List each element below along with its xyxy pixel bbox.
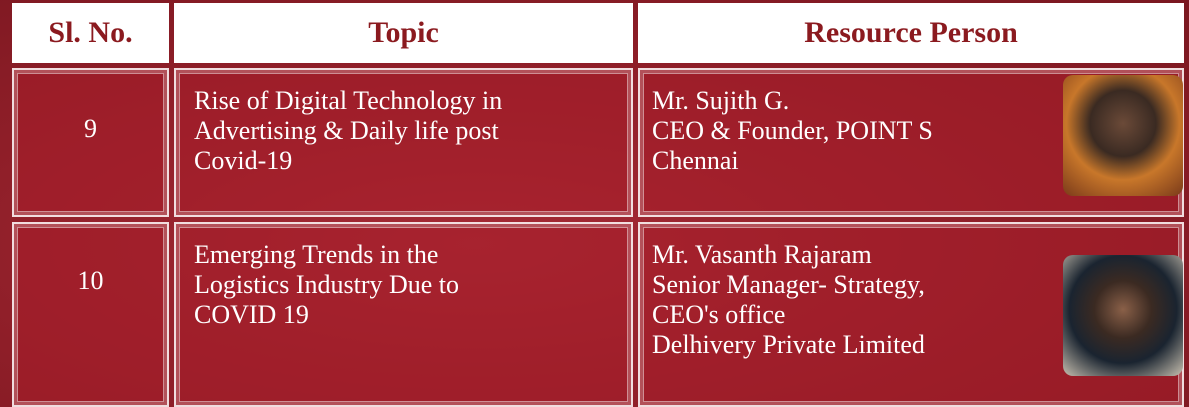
topic-line: Rise of Digital Technology in [194,86,503,115]
topic-line: Emerging Trends in the [194,240,439,269]
person-line: Delhivery Private Limited [652,330,925,359]
topic-cell: Emerging Trends in the Logistics Industry… [174,222,633,407]
topic-line: Advertising & Daily life post [194,116,499,145]
number: 9 [84,114,97,143]
person-line: Mr. Sujith G. [652,86,790,115]
header-cell: Topic [174,3,633,63]
topic-cell: Rise of Digital Technology in Advertising… [174,68,633,217]
topic-line: Logistics Industry Due to [194,270,460,299]
person-line: Senior Manager- Strategy, [652,270,925,299]
person-photo [1063,255,1183,376]
person-line: Mr. Vasanth Rajaram [652,240,872,269]
header-cell: Sl. No. [12,3,169,63]
person-photo [1063,75,1183,196]
number-cell: 10 [12,222,169,407]
person-line: Chennai [652,146,739,175]
person-line: CEO & Founder, POINT S [652,116,933,145]
person-line: CEO's office [652,300,786,329]
number: 10 [77,266,104,295]
topic-line: Covid-19 [194,146,293,175]
person-cell: Mr. Vasanth Rajaram Senior Manager- Strat… [638,222,1184,407]
header-cell: Resource Person [638,3,1184,63]
number-cell: 9 [12,68,169,217]
topic-line: COVID 19 [194,300,309,329]
